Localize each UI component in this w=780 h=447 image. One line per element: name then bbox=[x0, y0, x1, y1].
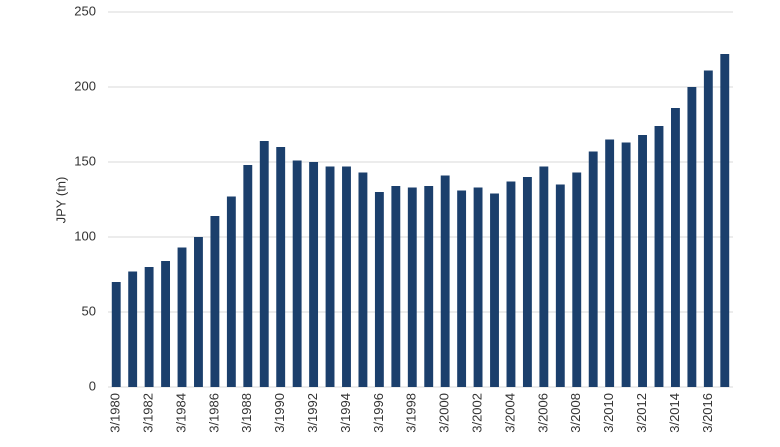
bar bbox=[539, 166, 549, 387]
bar bbox=[391, 186, 401, 387]
x-tick-label: 3/2008 bbox=[568, 393, 583, 433]
y-tick-label: 150 bbox=[74, 153, 96, 168]
x-tick-label: 3/2016 bbox=[700, 393, 715, 433]
y-tick-label: 100 bbox=[74, 228, 96, 243]
y-axis-label: JPY (tn) bbox=[53, 177, 68, 224]
x-tick-label: 3/1992 bbox=[305, 393, 320, 433]
bar bbox=[555, 184, 565, 387]
bar bbox=[424, 186, 434, 387]
x-tick-label: 3/2012 bbox=[634, 393, 649, 433]
bar bbox=[506, 181, 516, 387]
bar bbox=[407, 187, 417, 387]
bar bbox=[144, 267, 154, 387]
y-tick-label: 0 bbox=[89, 378, 96, 393]
bar bbox=[325, 166, 335, 387]
bar bbox=[588, 151, 598, 387]
bar bbox=[473, 187, 483, 387]
bar bbox=[638, 135, 647, 387]
bar bbox=[111, 282, 121, 387]
y-tick-label: 250 bbox=[74, 3, 96, 18]
x-tick-label: 3/1988 bbox=[239, 393, 254, 433]
x-tick-label: 3/1996 bbox=[371, 393, 386, 433]
x-tick-label: 3/2010 bbox=[601, 393, 616, 433]
bar bbox=[621, 142, 631, 387]
y-tick-label: 50 bbox=[82, 303, 96, 318]
bar bbox=[358, 172, 368, 387]
bar bbox=[226, 196, 236, 387]
bar bbox=[572, 172, 582, 387]
bar bbox=[276, 147, 286, 387]
x-tick-label: 3/1986 bbox=[206, 393, 221, 433]
bar bbox=[457, 190, 467, 387]
x-tick-label: 3/2004 bbox=[502, 393, 517, 433]
bar bbox=[210, 216, 220, 387]
x-tick-label: 3/2000 bbox=[437, 393, 452, 433]
bar bbox=[670, 108, 680, 387]
x-tick-label: 3/1998 bbox=[404, 393, 419, 433]
bar bbox=[687, 87, 697, 387]
bar bbox=[720, 54, 730, 387]
bar bbox=[522, 177, 532, 387]
bar bbox=[654, 126, 664, 387]
x-tick-label: 3/1980 bbox=[108, 393, 123, 433]
y-tick-label: 200 bbox=[74, 78, 96, 93]
x-tick-label: 3/1982 bbox=[141, 393, 156, 433]
x-tick-label: 3/2006 bbox=[535, 393, 550, 433]
bar bbox=[259, 141, 269, 387]
bar bbox=[490, 193, 499, 387]
bar bbox=[309, 162, 319, 387]
bar bbox=[342, 166, 351, 387]
x-tick-label: 3/1990 bbox=[272, 393, 287, 433]
bar bbox=[161, 261, 171, 387]
bar bbox=[243, 165, 253, 387]
bar bbox=[177, 247, 187, 387]
bar bbox=[128, 271, 138, 387]
bar bbox=[605, 139, 615, 387]
bar bbox=[440, 175, 450, 387]
bar bbox=[194, 237, 203, 387]
x-tick-label: 3/1994 bbox=[338, 393, 353, 433]
x-tick-label: 3/2002 bbox=[470, 393, 485, 433]
x-tick-label: 3/1984 bbox=[173, 393, 188, 433]
bar bbox=[703, 70, 713, 387]
bar bbox=[374, 192, 384, 387]
x-tick-label: 3/2014 bbox=[667, 393, 682, 433]
bar bbox=[292, 160, 302, 387]
